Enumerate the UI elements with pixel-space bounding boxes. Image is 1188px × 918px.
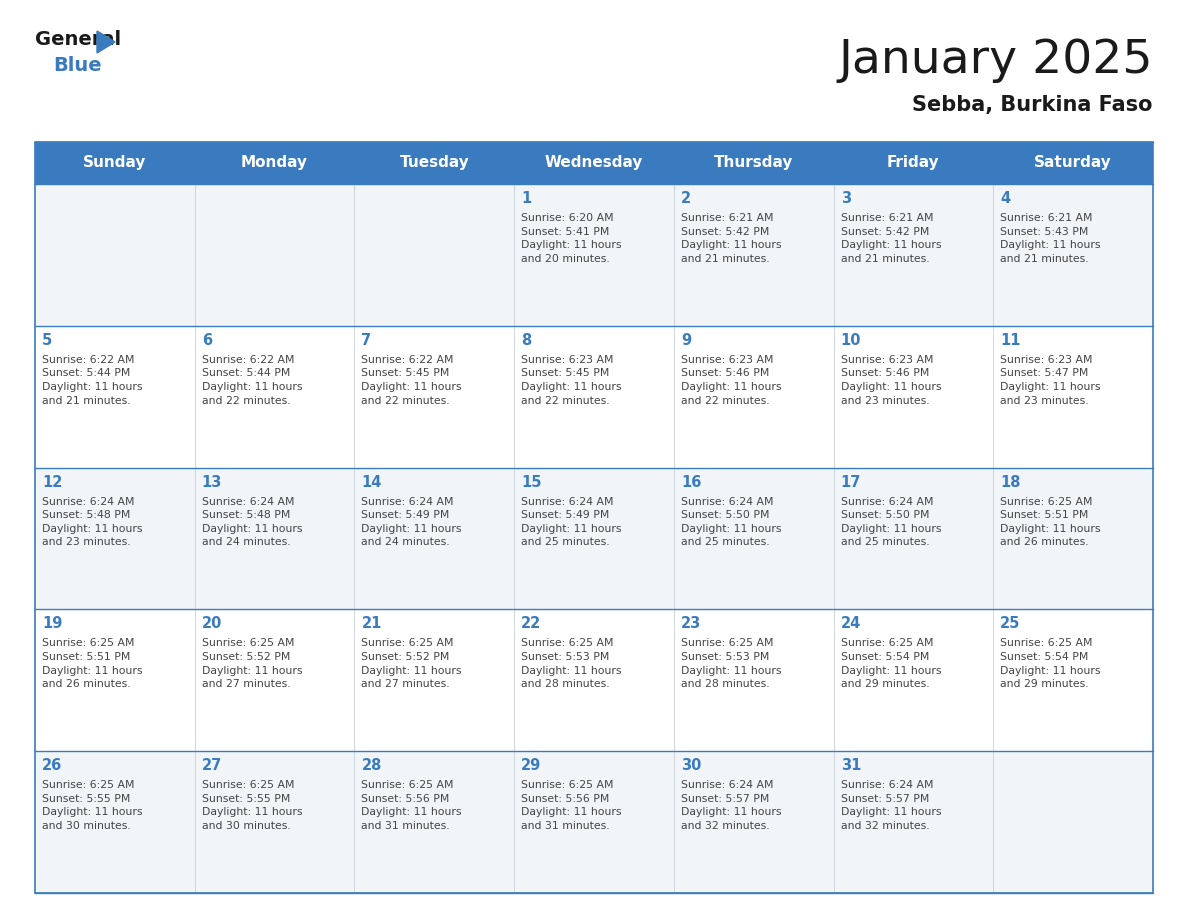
Text: 19: 19	[42, 616, 63, 632]
Text: 11: 11	[1000, 333, 1020, 348]
Text: Sunrise: 6:25 AM
Sunset: 5:51 PM
Daylight: 11 hours
and 26 minutes.: Sunrise: 6:25 AM Sunset: 5:51 PM Dayligh…	[1000, 497, 1101, 547]
Text: 30: 30	[681, 758, 701, 773]
Text: 1: 1	[522, 191, 531, 206]
Text: Sunrise: 6:20 AM
Sunset: 5:41 PM
Daylight: 11 hours
and 20 minutes.: Sunrise: 6:20 AM Sunset: 5:41 PM Dayligh…	[522, 213, 621, 263]
Text: Sunrise: 6:24 AM
Sunset: 5:50 PM
Daylight: 11 hours
and 25 minutes.: Sunrise: 6:24 AM Sunset: 5:50 PM Dayligh…	[681, 497, 782, 547]
Text: 26: 26	[42, 758, 62, 773]
Text: 9: 9	[681, 333, 691, 348]
Text: 14: 14	[361, 475, 381, 489]
Text: Sunrise: 6:25 AM
Sunset: 5:53 PM
Daylight: 11 hours
and 28 minutes.: Sunrise: 6:25 AM Sunset: 5:53 PM Dayligh…	[522, 638, 621, 689]
Bar	[34, 184, 1154, 326]
Text: 23: 23	[681, 616, 701, 632]
Text: 20: 20	[202, 616, 222, 632]
Bar	[34, 142, 1154, 184]
Text: Sunrise: 6:23 AM
Sunset: 5:46 PM
Daylight: 11 hours
and 22 minutes.: Sunrise: 6:23 AM Sunset: 5:46 PM Dayligh…	[681, 354, 782, 406]
Text: 28: 28	[361, 758, 381, 773]
Text: Sunrise: 6:23 AM
Sunset: 5:46 PM
Daylight: 11 hours
and 23 minutes.: Sunrise: 6:23 AM Sunset: 5:46 PM Dayligh…	[841, 354, 941, 406]
Text: 12: 12	[42, 475, 63, 489]
Text: 24: 24	[841, 616, 861, 632]
Bar	[34, 142, 1154, 893]
Text: Sunrise: 6:24 AM
Sunset: 5:50 PM
Daylight: 11 hours
and 25 minutes.: Sunrise: 6:24 AM Sunset: 5:50 PM Dayligh…	[841, 497, 941, 547]
Bar	[34, 467, 1154, 610]
Text: 18: 18	[1000, 475, 1020, 489]
Text: 7: 7	[361, 333, 372, 348]
Text: 29: 29	[522, 758, 542, 773]
Bar	[34, 326, 1154, 467]
Text: 21: 21	[361, 616, 381, 632]
Text: Sunrise: 6:22 AM
Sunset: 5:44 PM
Daylight: 11 hours
and 21 minutes.: Sunrise: 6:22 AM Sunset: 5:44 PM Dayligh…	[42, 354, 143, 406]
Text: Sunrise: 6:22 AM
Sunset: 5:44 PM
Daylight: 11 hours
and 22 minutes.: Sunrise: 6:22 AM Sunset: 5:44 PM Dayligh…	[202, 354, 302, 406]
Text: Sebba, Burkina Faso: Sebba, Burkina Faso	[912, 95, 1154, 115]
Text: Sunrise: 6:25 AM
Sunset: 5:53 PM
Daylight: 11 hours
and 28 minutes.: Sunrise: 6:25 AM Sunset: 5:53 PM Dayligh…	[681, 638, 782, 689]
Text: January 2025: January 2025	[839, 38, 1154, 83]
Text: 25: 25	[1000, 616, 1020, 632]
Bar	[34, 751, 1154, 893]
Text: Sunrise: 6:24 AM
Sunset: 5:49 PM
Daylight: 11 hours
and 24 minutes.: Sunrise: 6:24 AM Sunset: 5:49 PM Dayligh…	[361, 497, 462, 547]
Text: Sunrise: 6:21 AM
Sunset: 5:42 PM
Daylight: 11 hours
and 21 minutes.: Sunrise: 6:21 AM Sunset: 5:42 PM Dayligh…	[681, 213, 782, 263]
Text: 13: 13	[202, 475, 222, 489]
Text: 22: 22	[522, 616, 542, 632]
Text: Sunday: Sunday	[83, 155, 146, 171]
Text: Sunrise: 6:24 AM
Sunset: 5:57 PM
Daylight: 11 hours
and 32 minutes.: Sunrise: 6:24 AM Sunset: 5:57 PM Dayligh…	[841, 780, 941, 831]
Text: Friday: Friday	[887, 155, 940, 171]
Text: 17: 17	[841, 475, 861, 489]
Text: Sunrise: 6:23 AM
Sunset: 5:47 PM
Daylight: 11 hours
and 23 minutes.: Sunrise: 6:23 AM Sunset: 5:47 PM Dayligh…	[1000, 354, 1101, 406]
Text: 10: 10	[841, 333, 861, 348]
Text: Sunrise: 6:25 AM
Sunset: 5:55 PM
Daylight: 11 hours
and 30 minutes.: Sunrise: 6:25 AM Sunset: 5:55 PM Dayligh…	[202, 780, 302, 831]
Text: Sunrise: 6:25 AM
Sunset: 5:52 PM
Daylight: 11 hours
and 27 minutes.: Sunrise: 6:25 AM Sunset: 5:52 PM Dayligh…	[361, 638, 462, 689]
Text: Thursday: Thursday	[714, 155, 794, 171]
Bar	[34, 610, 1154, 751]
Text: Sunrise: 6:24 AM
Sunset: 5:57 PM
Daylight: 11 hours
and 32 minutes.: Sunrise: 6:24 AM Sunset: 5:57 PM Dayligh…	[681, 780, 782, 831]
Text: 16: 16	[681, 475, 701, 489]
Text: Wednesday: Wednesday	[545, 155, 643, 171]
Text: Sunrise: 6:22 AM
Sunset: 5:45 PM
Daylight: 11 hours
and 22 minutes.: Sunrise: 6:22 AM Sunset: 5:45 PM Dayligh…	[361, 354, 462, 406]
Polygon shape	[97, 31, 115, 53]
Text: Sunrise: 6:25 AM
Sunset: 5:54 PM
Daylight: 11 hours
and 29 minutes.: Sunrise: 6:25 AM Sunset: 5:54 PM Dayligh…	[1000, 638, 1101, 689]
Text: Sunrise: 6:25 AM
Sunset: 5:56 PM
Daylight: 11 hours
and 31 minutes.: Sunrise: 6:25 AM Sunset: 5:56 PM Dayligh…	[361, 780, 462, 831]
Text: Sunrise: 6:24 AM
Sunset: 5:48 PM
Daylight: 11 hours
and 24 minutes.: Sunrise: 6:24 AM Sunset: 5:48 PM Dayligh…	[202, 497, 302, 547]
Text: Sunrise: 6:25 AM
Sunset: 5:55 PM
Daylight: 11 hours
and 30 minutes.: Sunrise: 6:25 AM Sunset: 5:55 PM Dayligh…	[42, 780, 143, 831]
Text: 8: 8	[522, 333, 531, 348]
Text: 2: 2	[681, 191, 691, 206]
Text: 4: 4	[1000, 191, 1011, 206]
Text: Sunrise: 6:25 AM
Sunset: 5:54 PM
Daylight: 11 hours
and 29 minutes.: Sunrise: 6:25 AM Sunset: 5:54 PM Dayligh…	[841, 638, 941, 689]
Text: Sunrise: 6:23 AM
Sunset: 5:45 PM
Daylight: 11 hours
and 22 minutes.: Sunrise: 6:23 AM Sunset: 5:45 PM Dayligh…	[522, 354, 621, 406]
Text: 5: 5	[42, 333, 52, 348]
Text: Blue: Blue	[53, 56, 102, 75]
Text: 27: 27	[202, 758, 222, 773]
Text: 3: 3	[841, 191, 851, 206]
Text: Sunrise: 6:25 AM
Sunset: 5:52 PM
Daylight: 11 hours
and 27 minutes.: Sunrise: 6:25 AM Sunset: 5:52 PM Dayligh…	[202, 638, 302, 689]
Text: 15: 15	[522, 475, 542, 489]
Text: Tuesday: Tuesday	[399, 155, 469, 171]
Text: 6: 6	[202, 333, 211, 348]
Text: Monday: Monday	[241, 155, 308, 171]
Text: Sunrise: 6:25 AM
Sunset: 5:56 PM
Daylight: 11 hours
and 31 minutes.: Sunrise: 6:25 AM Sunset: 5:56 PM Dayligh…	[522, 780, 621, 831]
Text: General: General	[34, 30, 121, 49]
Text: Sunrise: 6:25 AM
Sunset: 5:51 PM
Daylight: 11 hours
and 26 minutes.: Sunrise: 6:25 AM Sunset: 5:51 PM Dayligh…	[42, 638, 143, 689]
Text: Sunrise: 6:21 AM
Sunset: 5:42 PM
Daylight: 11 hours
and 21 minutes.: Sunrise: 6:21 AM Sunset: 5:42 PM Dayligh…	[841, 213, 941, 263]
Text: 31: 31	[841, 758, 861, 773]
Text: Sunrise: 6:24 AM
Sunset: 5:48 PM
Daylight: 11 hours
and 23 minutes.: Sunrise: 6:24 AM Sunset: 5:48 PM Dayligh…	[42, 497, 143, 547]
Text: Sunrise: 6:21 AM
Sunset: 5:43 PM
Daylight: 11 hours
and 21 minutes.: Sunrise: 6:21 AM Sunset: 5:43 PM Dayligh…	[1000, 213, 1101, 263]
Text: Sunrise: 6:24 AM
Sunset: 5:49 PM
Daylight: 11 hours
and 25 minutes.: Sunrise: 6:24 AM Sunset: 5:49 PM Dayligh…	[522, 497, 621, 547]
Text: Saturday: Saturday	[1035, 155, 1112, 171]
